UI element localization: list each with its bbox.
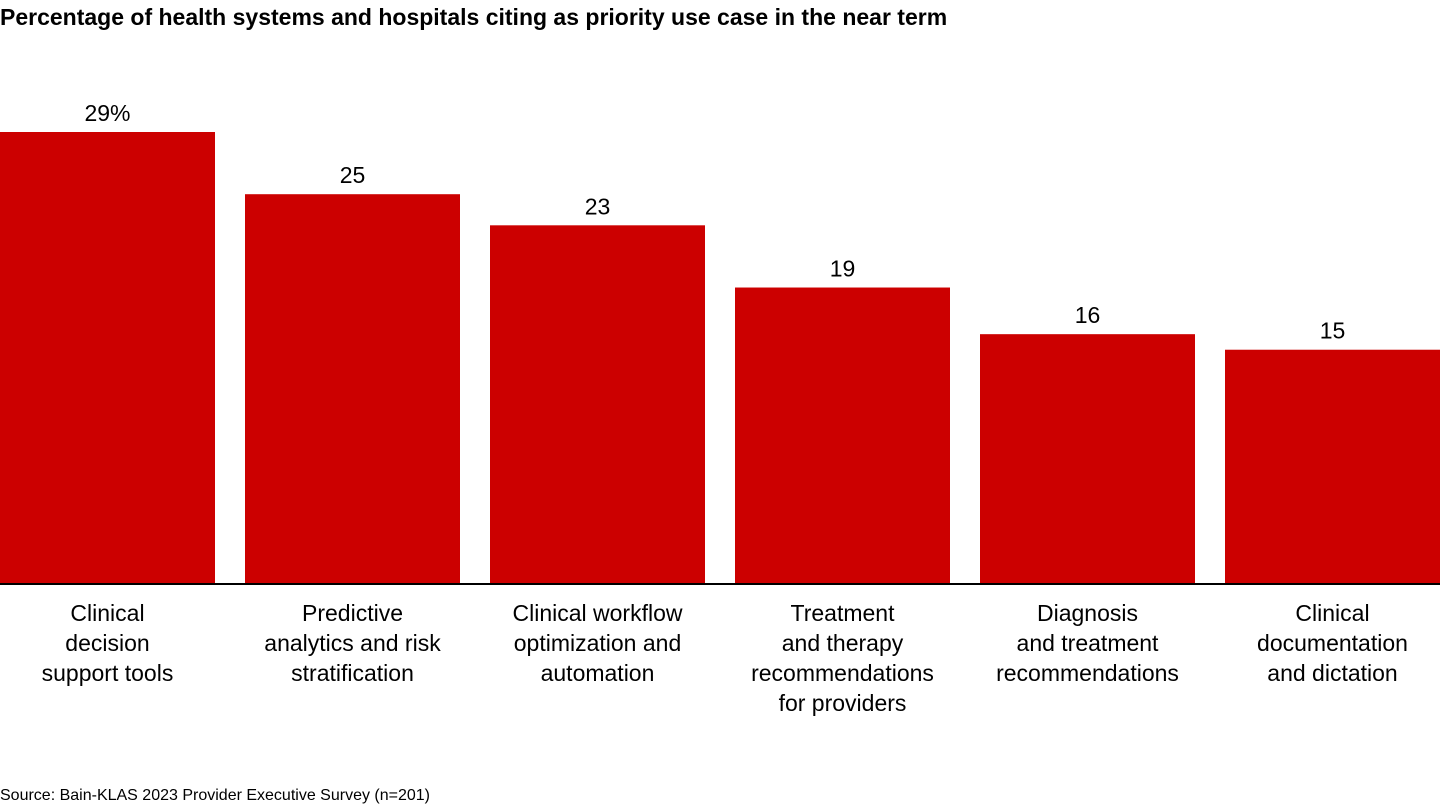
chart-title: Percentage of health systems and hospita… bbox=[0, 4, 948, 30]
data-label: 23 bbox=[585, 193, 611, 219]
category-label: and dictation bbox=[1267, 660, 1397, 686]
bar bbox=[1225, 349, 1440, 583]
category-label: Diagnosis bbox=[1037, 600, 1138, 626]
category-label: Clinical workflow bbox=[513, 600, 683, 626]
data-label: 29% bbox=[84, 100, 130, 126]
data-label: 15 bbox=[1320, 318, 1346, 344]
bar bbox=[0, 132, 215, 583]
category-label: recommendations bbox=[751, 660, 934, 686]
category-label: automation bbox=[541, 660, 655, 686]
category-label: recommendations bbox=[996, 660, 1179, 686]
data-label: 19 bbox=[830, 256, 856, 282]
data-label: 16 bbox=[1075, 302, 1101, 328]
category-label: Clinical bbox=[70, 600, 144, 626]
category-label: support tools bbox=[42, 660, 174, 686]
category-label: documentation bbox=[1257, 630, 1408, 656]
source-note: Source: Bain-KLAS 2023 Provider Executiv… bbox=[0, 787, 431, 804]
bar bbox=[245, 194, 460, 583]
bar bbox=[490, 225, 705, 583]
category-label: Predictive bbox=[302, 600, 403, 626]
category-label: optimization and bbox=[514, 630, 682, 656]
category-label: and treatment bbox=[1017, 630, 1160, 656]
category-label: Clinical bbox=[1295, 600, 1369, 626]
category-label: analytics and risk bbox=[264, 630, 441, 656]
category-label: and therapy bbox=[782, 630, 904, 656]
bar-chart: 29% Clinical decision support tools 25 Predic… bbox=[0, 100, 1440, 716]
category-label: decision bbox=[65, 630, 149, 656]
bar bbox=[735, 287, 950, 583]
category-label: for providers bbox=[779, 690, 907, 716]
category-label: stratification bbox=[291, 660, 414, 686]
category-label: Treatment bbox=[791, 600, 896, 626]
data-label: 25 bbox=[340, 162, 366, 188]
bar bbox=[980, 334, 1195, 583]
